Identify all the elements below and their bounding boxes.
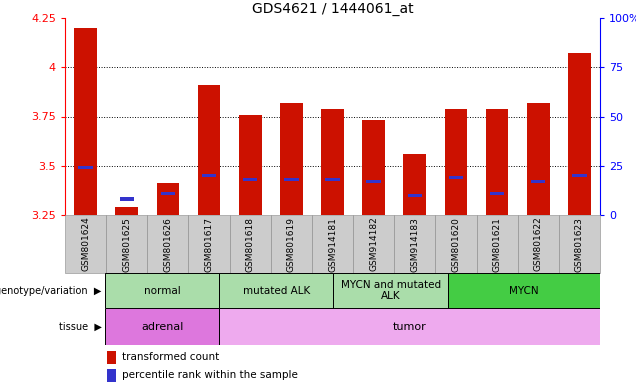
Text: normal: normal — [144, 285, 181, 296]
Bar — [243, 178, 258, 181]
Bar — [188, 215, 230, 273]
Text: transformed count: transformed count — [122, 353, 219, 362]
Bar — [161, 192, 175, 195]
Bar — [78, 166, 93, 169]
Bar — [312, 215, 353, 273]
Text: GSM801618: GSM801618 — [245, 217, 254, 272]
Text: MYCN and mutated
ALK: MYCN and mutated ALK — [340, 280, 441, 301]
Text: tumor: tumor — [393, 321, 427, 331]
Text: GSM801624: GSM801624 — [81, 217, 90, 271]
Bar — [490, 192, 504, 195]
Text: GSM801621: GSM801621 — [493, 217, 502, 271]
Text: genotype/variation  ▶: genotype/variation ▶ — [0, 285, 102, 296]
Bar — [559, 215, 600, 273]
Text: GSM801626: GSM801626 — [163, 217, 172, 271]
Text: GSM801625: GSM801625 — [122, 217, 131, 271]
Bar — [394, 215, 436, 273]
Title: GDS4621 / 1444061_at: GDS4621 / 1444061_at — [252, 2, 413, 16]
Bar — [202, 174, 216, 177]
Bar — [403, 154, 426, 215]
Bar — [105, 308, 219, 345]
Bar — [107, 351, 116, 364]
Bar — [230, 215, 271, 273]
Bar — [448, 273, 600, 308]
Text: GSM801620: GSM801620 — [452, 217, 460, 271]
Bar — [518, 215, 559, 273]
Bar — [408, 194, 422, 197]
Text: tissue  ▶: tissue ▶ — [59, 321, 102, 331]
Bar — [219, 308, 600, 345]
Bar — [476, 215, 518, 273]
Bar — [436, 215, 476, 273]
Text: GSM801617: GSM801617 — [205, 217, 214, 272]
Text: GSM801622: GSM801622 — [534, 217, 543, 271]
Bar — [280, 103, 303, 215]
Bar — [445, 109, 467, 215]
Bar — [363, 121, 385, 215]
Text: adrenal: adrenal — [141, 321, 183, 331]
Bar — [107, 369, 116, 382]
Bar — [568, 53, 591, 215]
Bar — [486, 109, 508, 215]
Text: GSM914183: GSM914183 — [410, 217, 419, 271]
Bar — [105, 273, 219, 308]
Bar — [148, 215, 188, 273]
Bar — [106, 215, 148, 273]
Text: GSM914182: GSM914182 — [369, 217, 378, 271]
Bar — [449, 176, 463, 179]
Bar — [527, 103, 550, 215]
Bar — [572, 174, 586, 177]
Bar — [115, 207, 138, 215]
Text: GSM801619: GSM801619 — [287, 217, 296, 272]
Bar — [219, 273, 333, 308]
Text: MYCN: MYCN — [509, 285, 539, 296]
Bar — [333, 273, 448, 308]
Text: GSM801623: GSM801623 — [575, 217, 584, 271]
Bar — [198, 85, 220, 215]
Bar — [156, 184, 179, 215]
Bar — [239, 114, 261, 215]
Bar — [366, 180, 381, 183]
Bar — [65, 215, 106, 273]
Bar — [120, 197, 134, 201]
Text: mutated ALK: mutated ALK — [243, 285, 310, 296]
Bar — [321, 109, 344, 215]
Text: percentile rank within the sample: percentile rank within the sample — [122, 370, 298, 381]
Bar — [353, 215, 394, 273]
Bar — [271, 215, 312, 273]
Bar — [531, 180, 546, 183]
Bar — [284, 178, 298, 181]
Bar — [325, 178, 340, 181]
Text: GSM914181: GSM914181 — [328, 217, 337, 271]
Bar — [74, 28, 97, 215]
